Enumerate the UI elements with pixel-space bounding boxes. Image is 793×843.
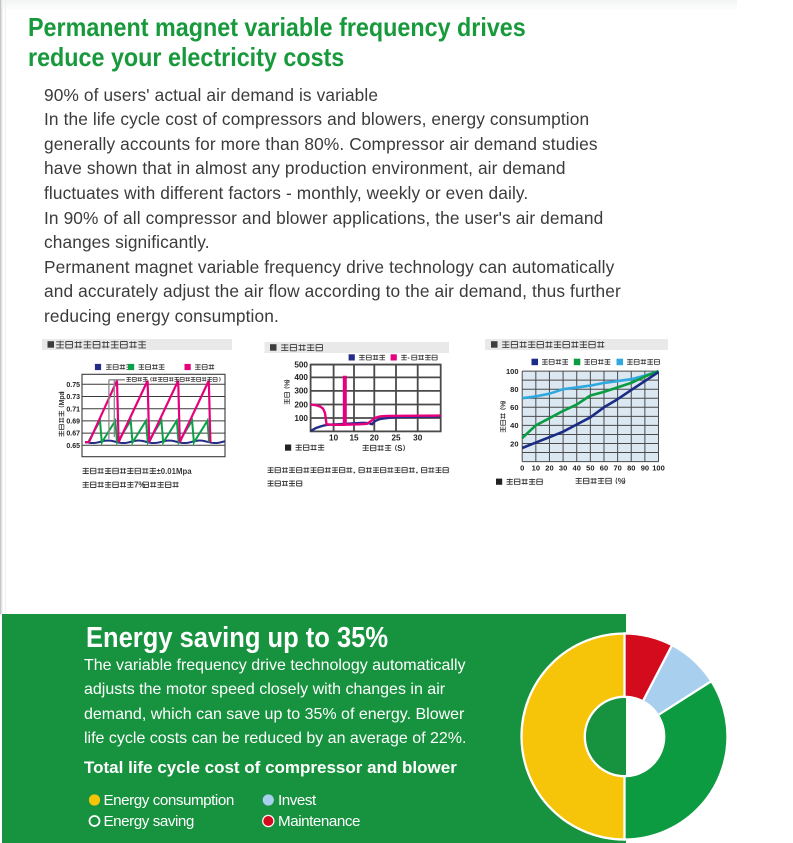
svg-text:40: 40 — [573, 464, 581, 473]
svg-text:15: 15 — [349, 433, 359, 442]
svg-text:400: 400 — [294, 373, 308, 382]
svg-text:0.69: 0.69 — [66, 419, 80, 426]
svg-text:300: 300 — [294, 387, 308, 396]
svg-text:100: 100 — [294, 414, 308, 423]
svg-text:20: 20 — [510, 439, 518, 448]
svg-text:Mpa: Mpa — [59, 391, 66, 405]
svg-text:100: 100 — [506, 367, 519, 376]
svg-text:±0.01Mpa: ±0.01Mpa — [157, 467, 193, 476]
svg-text:30: 30 — [413, 433, 423, 442]
svg-text:0.71: 0.71 — [66, 406, 80, 413]
svg-text:%: % — [285, 380, 292, 386]
svg-text:0: 0 — [520, 464, 524, 473]
svg-text:10: 10 — [329, 433, 339, 442]
svg-text:0.75: 0.75 — [66, 382, 80, 389]
svg-text:90: 90 — [641, 464, 649, 473]
svg-text:60: 60 — [600, 464, 608, 473]
svg-text:500: 500 — [294, 360, 308, 369]
svg-text:20: 20 — [370, 433, 380, 442]
svg-text:30: 30 — [559, 464, 567, 473]
svg-text:80: 80 — [627, 464, 635, 473]
svg-text:%: % — [501, 402, 508, 408]
svg-text:0.73: 0.73 — [66, 394, 80, 401]
svg-text:0.65: 0.65 — [66, 443, 80, 450]
svg-text:-: - — [407, 355, 410, 362]
svg-text:70: 70 — [613, 464, 621, 473]
svg-text:0.67: 0.67 — [66, 431, 80, 438]
svg-text:40: 40 — [510, 421, 518, 430]
svg-text:20: 20 — [545, 464, 553, 473]
svg-text:S: S — [397, 444, 402, 453]
svg-text:7%: 7% — [134, 481, 145, 490]
svg-text:100: 100 — [652, 464, 665, 473]
svg-text:10: 10 — [532, 464, 540, 473]
svg-text:50: 50 — [586, 464, 594, 473]
svg-text:200: 200 — [294, 400, 308, 409]
svg-text:25: 25 — [391, 433, 401, 442]
svg-text:%: % — [618, 477, 625, 486]
svg-text:60: 60 — [510, 403, 518, 412]
svg-text:80: 80 — [510, 385, 518, 394]
